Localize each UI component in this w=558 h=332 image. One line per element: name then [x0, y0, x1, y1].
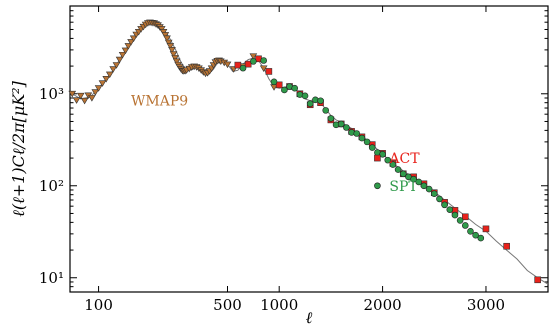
wmap9-point — [124, 43, 133, 50]
ticks-layer: 100 500 1000 2000 3000 10¹ 10² 10³ — [39, 5, 548, 314]
data-marks-layer — [68, 19, 541, 284]
spt-point — [337, 120, 345, 128]
spt-point — [322, 107, 330, 114]
act-point — [461, 213, 469, 221]
wmap9-point — [118, 51, 127, 59]
spt-point — [425, 185, 433, 193]
series-label-wmap9: WMAP9 — [131, 93, 188, 109]
spt-point — [436, 195, 443, 203]
wmap9-point — [172, 58, 181, 65]
spt-point — [306, 100, 314, 108]
spt-point — [317, 97, 324, 105]
spt-point — [301, 92, 309, 100]
spt-point — [415, 178, 423, 186]
spt-point — [239, 64, 247, 72]
act-point — [503, 242, 510, 250]
spt-point — [358, 134, 366, 142]
spt-point — [472, 231, 479, 239]
wmap9-point — [223, 61, 232, 69]
spt-point — [389, 161, 397, 168]
wmap9-point — [121, 47, 130, 55]
spt-point — [477, 234, 485, 242]
x-tick-label: 500 — [213, 296, 242, 314]
spt-point — [446, 206, 454, 213]
spt-point — [441, 201, 448, 209]
wmap9-point — [105, 71, 114, 79]
act-point — [482, 225, 490, 233]
x-axis-label: ℓ — [306, 308, 313, 327]
spt-point — [250, 58, 257, 65]
spt-point — [461, 222, 469, 229]
wmap9-point — [109, 66, 118, 73]
spt-point — [270, 78, 278, 86]
wmap9-point — [94, 85, 103, 92]
spt-legend-marker — [374, 182, 381, 190]
spt-point — [327, 115, 335, 122]
spt-point — [430, 190, 438, 197]
act-point — [275, 81, 283, 89]
wmap9-point — [112, 62, 121, 69]
x-tick-label: 100 — [84, 296, 113, 314]
spt-point — [420, 182, 428, 190]
series-label-act: ACT — [388, 151, 420, 167]
y-tick-label: 10³ — [39, 85, 64, 103]
spt-point — [451, 211, 459, 219]
wmap9-point — [102, 76, 111, 83]
act-point — [534, 276, 541, 284]
act-point — [244, 60, 252, 68]
wmap9-point — [249, 53, 258, 60]
spt-point — [456, 217, 464, 224]
wmap9-point — [72, 97, 81, 104]
spt-point — [343, 124, 350, 131]
wmap9-point — [76, 92, 85, 100]
wmap9-point — [168, 46, 176, 54]
wmap9-point — [68, 90, 77, 98]
spt-point — [281, 86, 288, 94]
wmap9-point — [166, 43, 175, 50]
x-tick-label: 1000 — [260, 296, 298, 314]
spt-point — [399, 170, 407, 178]
wmap9-point — [98, 80, 107, 87]
y-axis-label: ℓ(ℓ+1)Cℓ/2π[μK²] — [9, 80, 28, 216]
spt-point — [384, 156, 392, 164]
x-tick-label: 3000 — [467, 296, 505, 314]
wmap9-point — [91, 89, 100, 96]
spt-point — [410, 175, 417, 183]
spt-point — [368, 144, 376, 151]
wmap9-point — [88, 95, 96, 102]
wmap9-point — [127, 39, 135, 46]
y-tick-label: 10² — [39, 177, 64, 195]
wmap9-point — [164, 39, 173, 47]
spt-point — [467, 227, 474, 235]
act-legend-marker — [374, 154, 381, 162]
wmap9-point — [171, 55, 179, 62]
x-tick-label: 2000 — [363, 296, 401, 314]
spt-point — [379, 150, 386, 158]
wmap9-point — [163, 35, 171, 42]
act-point — [234, 61, 242, 69]
spt-point — [353, 130, 361, 137]
wmap9-point — [161, 32, 170, 39]
spt-point — [260, 57, 267, 64]
y-tick-label: 10¹ — [39, 269, 64, 287]
spt-point — [394, 166, 402, 173]
wmap9-point — [129, 35, 138, 42]
plot-frame — [69, 5, 549, 293]
act-point — [265, 68, 273, 75]
wmap9-point — [259, 65, 268, 72]
spt-point — [363, 138, 371, 146]
spt-point — [291, 84, 299, 92]
wmap9-point — [169, 51, 178, 58]
series-label-spt: SPT — [389, 179, 418, 195]
wmap9-point — [115, 56, 124, 64]
labels-layer: WMAP9 ACT SPT — [131, 93, 420, 194]
wmap9-point — [80, 97, 89, 105]
